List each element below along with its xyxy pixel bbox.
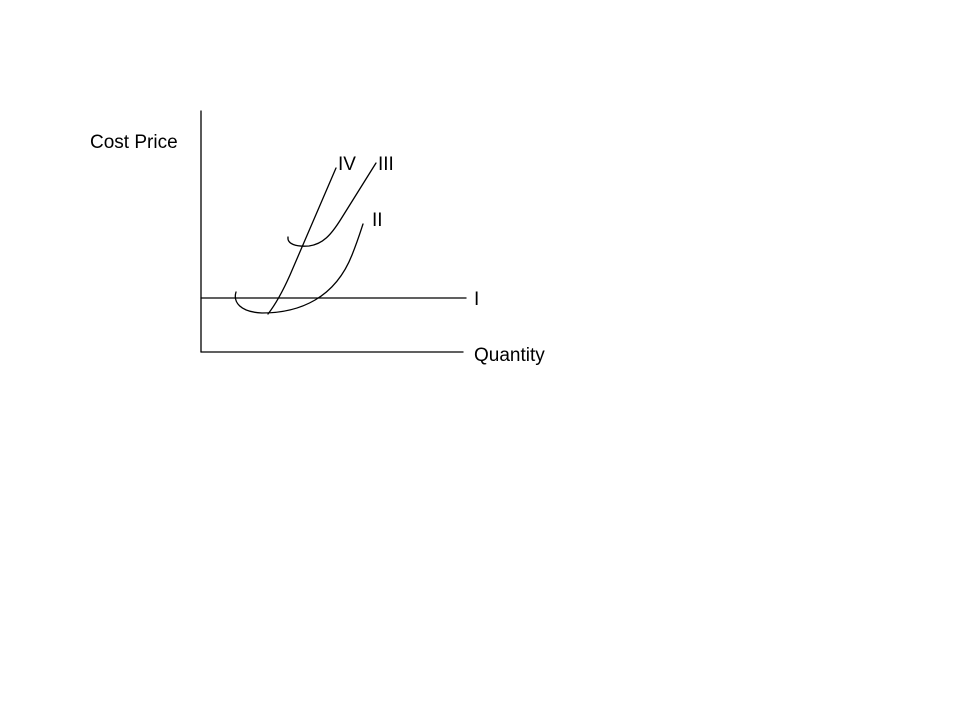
curve-iii-label: III xyxy=(378,154,394,175)
curve-i-label: I xyxy=(474,289,479,310)
curve-iv-label: IV xyxy=(338,154,356,175)
curve-iv xyxy=(267,167,337,315)
curve-iii xyxy=(287,162,377,247)
curve-ii-label: II xyxy=(372,210,383,231)
x-axis-label: Quantity xyxy=(474,345,545,366)
curve-ii xyxy=(234,223,364,314)
y-axis-label: Cost Price xyxy=(90,132,178,153)
